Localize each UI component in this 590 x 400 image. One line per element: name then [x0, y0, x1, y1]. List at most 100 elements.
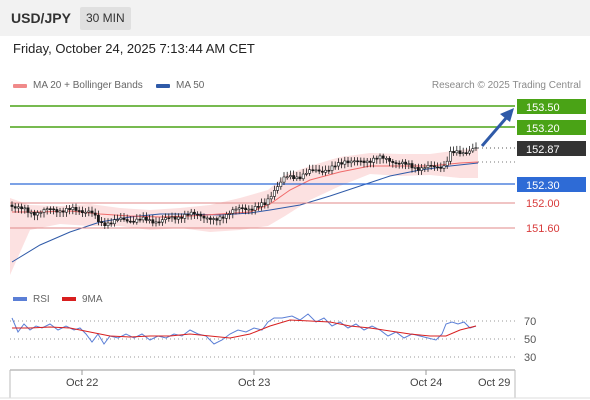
timeframe-button[interactable]: 30 MIN	[80, 7, 131, 30]
candle-body	[349, 160, 353, 164]
candle-body	[448, 151, 452, 162]
candle-body	[356, 160, 360, 163]
label-152-87-box	[517, 141, 586, 156]
candle-body	[209, 217, 212, 220]
candle-body	[471, 148, 475, 152]
candle-body	[145, 216, 148, 221]
candle-body	[384, 158, 388, 160]
candle-body	[407, 163, 411, 165]
x-tick-oct23: Oct 23	[238, 377, 270, 389]
ma20-swatch	[13, 83, 27, 88]
candle-body	[225, 214, 228, 219]
candle-body	[397, 162, 401, 165]
candle-body	[29, 211, 33, 214]
candle-body	[266, 198, 270, 206]
candle-body	[404, 161, 408, 165]
candle-body	[391, 161, 395, 163]
candle-body	[193, 211, 196, 215]
candle-body	[189, 211, 193, 216]
candle-body	[308, 169, 312, 174]
candle-body	[468, 150, 472, 154]
candle-body	[202, 215, 206, 219]
candle-body	[256, 206, 260, 208]
candle-body	[205, 217, 209, 220]
candle-body	[333, 165, 337, 168]
candle-body	[452, 151, 456, 154]
candle-body	[154, 221, 158, 224]
candle-body	[100, 221, 104, 223]
candle-body	[87, 210, 91, 213]
candle-body	[244, 207, 248, 211]
candle-body	[177, 216, 180, 220]
label-153-50: 153.50	[526, 102, 560, 114]
candle-body	[301, 173, 305, 180]
candle-body	[304, 173, 308, 175]
label-153-50-box	[517, 99, 586, 114]
candle-body	[368, 160, 372, 163]
rsi-legend-swatch	[13, 297, 27, 301]
candle-body	[343, 160, 347, 165]
candle-body	[327, 169, 331, 172]
candle-body	[272, 190, 276, 197]
candle-body	[320, 170, 324, 173]
candle-body	[116, 219, 120, 221]
candle-body	[161, 219, 164, 223]
candle-body	[269, 196, 273, 200]
candle-body	[285, 176, 289, 179]
ma50-line	[11, 162, 479, 263]
candle-body	[61, 210, 65, 213]
candlesticks	[10, 142, 478, 229]
candle-body	[81, 210, 84, 214]
x-tick-oct24: Oct 24	[410, 377, 442, 389]
candle-body	[97, 214, 100, 222]
candle-body	[250, 208, 254, 211]
candle-body	[340, 162, 344, 165]
candle-body	[215, 218, 219, 221]
candle-body	[241, 207, 244, 210]
rsi-9ma-line	[12, 319, 477, 339]
x-tick-oct29: Oct 29	[478, 377, 510, 389]
candle-body	[464, 152, 468, 154]
rsi-legend-label: RSI	[33, 294, 50, 305]
candle-body	[90, 210, 94, 214]
candle-body	[359, 160, 363, 163]
candle-body	[36, 212, 40, 216]
candle-body	[436, 166, 440, 169]
ma9-legend-swatch	[62, 297, 76, 301]
label-152-30-box	[517, 177, 586, 192]
candle-body	[23, 207, 27, 210]
candle-body	[458, 150, 462, 155]
candle-body	[48, 208, 52, 211]
candle-body	[199, 213, 203, 217]
label-153-20-box	[517, 120, 586, 135]
candle-body	[439, 166, 443, 169]
candle-body	[151, 219, 155, 224]
candle-body	[442, 165, 446, 169]
candle-body	[429, 165, 433, 167]
label-152-00: 152.00	[526, 198, 560, 210]
candle-body	[212, 218, 216, 220]
forecast-arrow-head	[500, 108, 514, 122]
candle-body	[317, 169, 321, 172]
candle-body	[336, 162, 340, 167]
candle-body	[330, 165, 334, 171]
candle-body	[218, 216, 222, 221]
candle-body	[372, 157, 376, 163]
candle-body	[183, 214, 187, 219]
candle-body	[196, 213, 200, 216]
candle-body	[106, 222, 110, 226]
candle-body	[292, 175, 296, 179]
datetime-label: Friday, October 24, 2025 7:13:44 AM CET	[13, 41, 255, 56]
candle-body	[400, 161, 404, 164]
candle-body	[231, 209, 235, 214]
candle-body	[26, 207, 30, 213]
candle-body	[164, 217, 168, 220]
candle-body	[288, 175, 292, 178]
candle-body	[455, 150, 459, 154]
candle-body	[20, 206, 24, 210]
candle-body	[55, 209, 59, 213]
candle-body	[416, 167, 420, 171]
candle-body	[381, 155, 385, 159]
candle-body	[276, 186, 280, 191]
